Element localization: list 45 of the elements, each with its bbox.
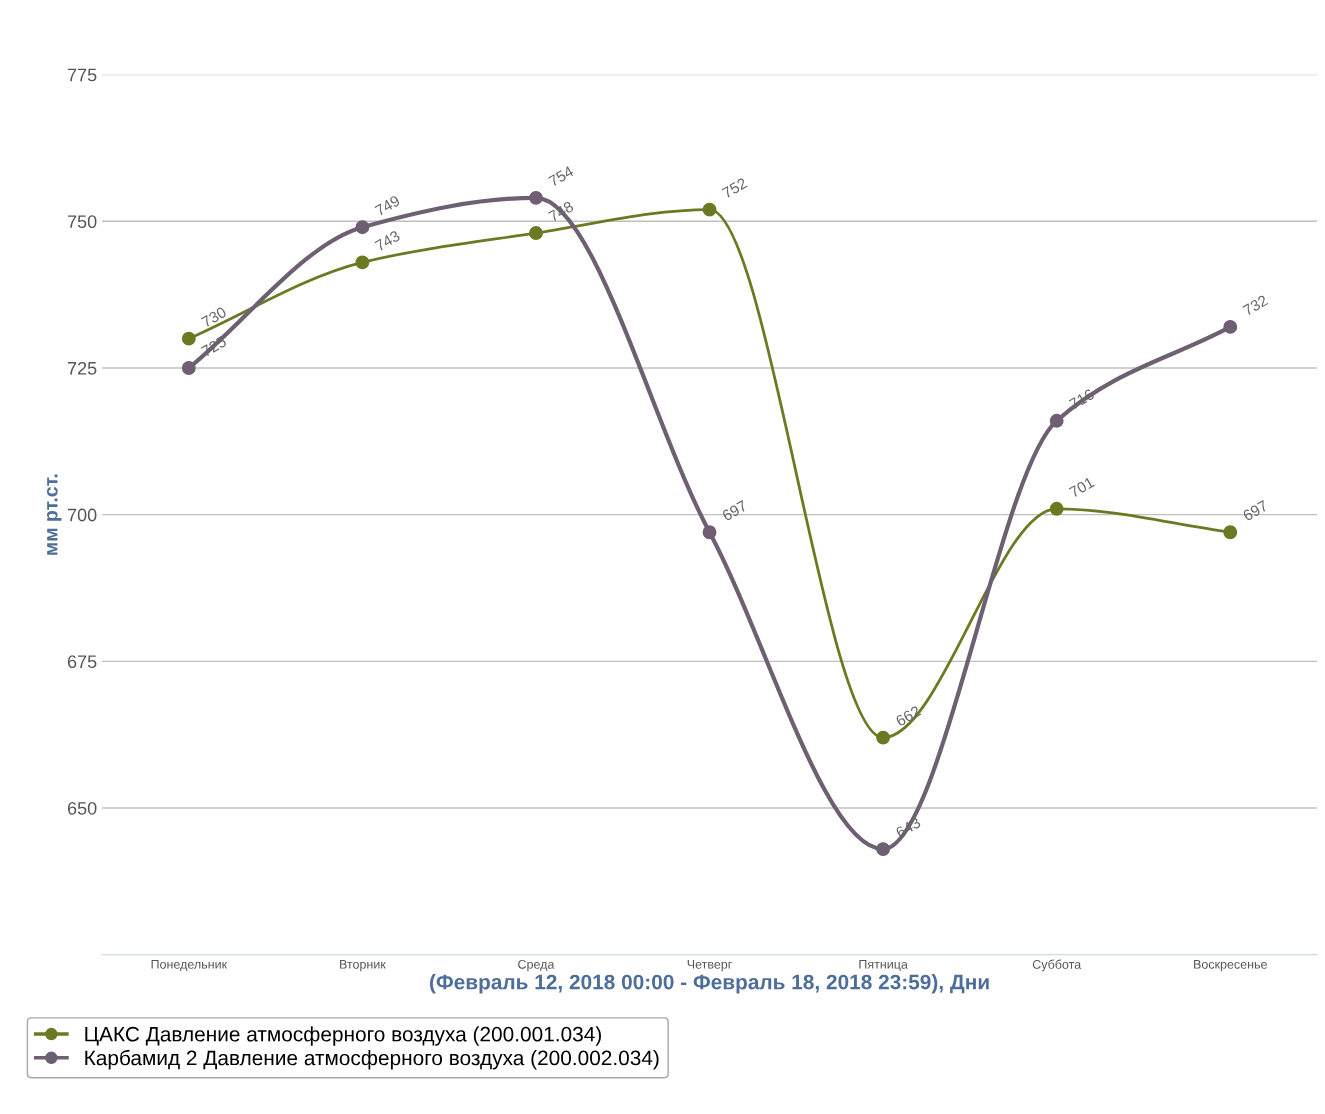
- data-label: 732: [1242, 294, 1269, 316]
- x-tick-label: Пятница: [859, 960, 908, 972]
- x-tick-label: Среда: [518, 959, 555, 972]
- legend-label: ЦАКС Давление атмосферного воздуха (200.001.034): [85, 1026, 601, 1046]
- data-label: 748: [547, 200, 575, 223]
- x-tick-label: Понедельник: [151, 960, 228, 972]
- data-label: 643: [895, 816, 922, 839]
- point: [181, 331, 196, 346]
- point: [181, 361, 196, 375]
- data-label: 697: [1242, 499, 1269, 522]
- y-axis-title: мм рт.ст.: [46, 474, 62, 555]
- data-label: 662: [895, 705, 922, 727]
- data-label: 725: [200, 335, 228, 358]
- point: [355, 220, 370, 235]
- legend-label: Карбамид 2 Давление атмосферного воздуха (200.002.034): [85, 1049, 659, 1070]
- x-tick-label: Суббота: [1032, 959, 1082, 972]
- data-label: 697: [721, 499, 748, 522]
- y-tick-label: 650: [67, 801, 97, 815]
- point: [1049, 413, 1064, 428]
- point: [876, 730, 891, 745]
- point: [702, 202, 717, 217]
- data-label: 730: [200, 306, 228, 328]
- point: [529, 190, 543, 205]
- point: [876, 842, 891, 857]
- y-tick-label: 750: [67, 215, 97, 229]
- data-label: 752: [721, 177, 748, 199]
- x-tick-label: Четверг: [687, 960, 732, 972]
- point: [1223, 525, 1238, 540]
- x-tick-label: Вторник: [340, 960, 386, 972]
- data-label: 701: [1068, 476, 1095, 498]
- y-tick-label: 675: [67, 655, 97, 669]
- data-label: 754: [548, 165, 575, 187]
- x-axis-title: (Февраль 12, 2018 00:00 - Февраль 18, 2018 23:59), Дни: [430, 974, 989, 994]
- point: [355, 255, 370, 270]
- y-tick-label: 725: [67, 361, 97, 375]
- point: [1049, 501, 1064, 516]
- point: [702, 525, 717, 540]
- data-label: 749: [374, 194, 401, 217]
- y-tick-label: 775: [67, 68, 97, 82]
- data-label: 743: [374, 230, 401, 252]
- data-label: 716: [1068, 388, 1095, 410]
- x-tick-label: Воскресенье: [1194, 960, 1267, 972]
- point: [1223, 319, 1238, 334]
- point: [529, 226, 543, 240]
- y-tick-label: 700: [67, 508, 97, 522]
